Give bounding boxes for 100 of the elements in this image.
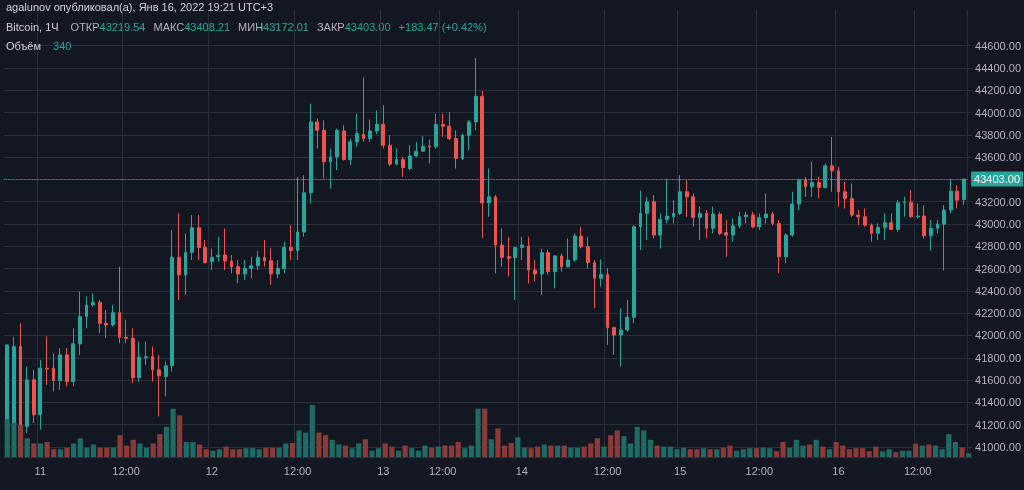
candlestick — [830, 136, 834, 193]
candlestick — [672, 199, 675, 224]
candlestick — [170, 229, 174, 372]
candlestick — [428, 139, 431, 164]
annotation: +183.47 (+0.42%) — [398, 20, 487, 33]
bar — [879, 451, 886, 457]
candlestick — [520, 236, 524, 261]
candlestick — [922, 204, 926, 239]
y-tick-label: 41600.00 — [975, 374, 1022, 387]
candlestick — [263, 239, 266, 268]
y-tick-label: 44600.00 — [975, 39, 1022, 52]
annotation: ОТКР43219.54 — [70, 20, 146, 33]
candlestick — [599, 258, 603, 288]
candlestick — [929, 219, 933, 252]
candlestick — [322, 119, 326, 180]
bar — [462, 448, 468, 457]
bar — [110, 447, 116, 457]
bar — [177, 415, 183, 457]
candlestick — [276, 259, 280, 279]
y-tick-label: 41000.00 — [975, 440, 1022, 453]
bar — [608, 435, 614, 457]
bar — [515, 437, 521, 457]
bar — [197, 444, 203, 457]
candlestick — [289, 224, 293, 261]
candlestick — [691, 192, 695, 228]
bar — [555, 445, 561, 457]
bar — [395, 450, 402, 457]
candlestick — [38, 359, 42, 431]
candlestick — [368, 119, 372, 143]
candlestick — [447, 111, 451, 141]
bar — [932, 445, 939, 457]
bar — [886, 449, 892, 457]
bar — [787, 447, 793, 457]
bar — [548, 445, 554, 457]
candlestick — [553, 254, 557, 289]
candlestick — [711, 206, 715, 234]
candlestick — [137, 341, 141, 383]
candlestick — [269, 247, 273, 286]
bar — [508, 442, 514, 457]
bar — [952, 441, 959, 457]
candlestick — [560, 252, 563, 273]
bar — [568, 447, 574, 457]
bar — [601, 446, 607, 457]
candlestick — [282, 241, 286, 274]
bar — [236, 449, 242, 457]
candlestick — [25, 365, 29, 434]
candlestick — [896, 199, 900, 233]
candlestick — [131, 327, 135, 384]
candlestick — [375, 109, 379, 135]
candlestick — [757, 212, 761, 231]
candlestick — [197, 214, 201, 261]
bar — [362, 439, 368, 457]
annotation: ЗАКР43403.00 — [316, 20, 391, 33]
candlestick — [78, 291, 82, 356]
y-tick-label: 44000.00 — [975, 106, 1022, 119]
candlestick — [216, 236, 220, 263]
bar — [402, 445, 408, 457]
candlestick — [157, 354, 161, 417]
candlestick — [566, 237, 570, 268]
candlestick — [764, 192, 768, 224]
x-tick-label: 12:00 — [745, 464, 774, 477]
candlestick — [645, 196, 649, 241]
candlestick — [527, 236, 530, 284]
candlestick — [210, 247, 214, 271]
candlestick — [790, 191, 794, 238]
candlestick — [164, 360, 168, 397]
candlestick — [612, 326, 616, 356]
bar — [455, 441, 461, 457]
candlestick — [718, 211, 722, 236]
candlestick — [388, 134, 392, 167]
candlestick — [85, 296, 88, 329]
candlestick — [955, 184, 959, 209]
bar — [966, 453, 972, 457]
candlestick — [494, 194, 497, 274]
bar — [714, 449, 720, 457]
candlestick — [777, 219, 781, 274]
candlestick — [744, 211, 748, 224]
candlestick — [256, 250, 260, 271]
chart-title: Объём — [6, 39, 42, 52]
bar — [210, 450, 216, 457]
bar — [614, 430, 620, 457]
x-tick-label: 12:00 — [593, 464, 622, 477]
candlestick — [942, 204, 946, 272]
bar — [806, 444, 813, 457]
candlestick — [856, 209, 860, 226]
bar — [661, 446, 667, 457]
bar — [130, 439, 136, 457]
candlestick — [401, 156, 405, 178]
y-tick-label: 41800.00 — [975, 351, 1022, 364]
candlestick — [817, 176, 821, 199]
candlestick — [190, 214, 194, 261]
bar — [594, 438, 600, 457]
candlestick — [118, 266, 121, 344]
bar — [654, 445, 660, 457]
candlestick — [751, 211, 755, 229]
x-tick-label: 15 — [674, 464, 687, 477]
candlestick — [65, 347, 69, 387]
candlestick — [124, 319, 128, 344]
candlestick — [434, 113, 438, 150]
candlestick — [883, 212, 887, 241]
